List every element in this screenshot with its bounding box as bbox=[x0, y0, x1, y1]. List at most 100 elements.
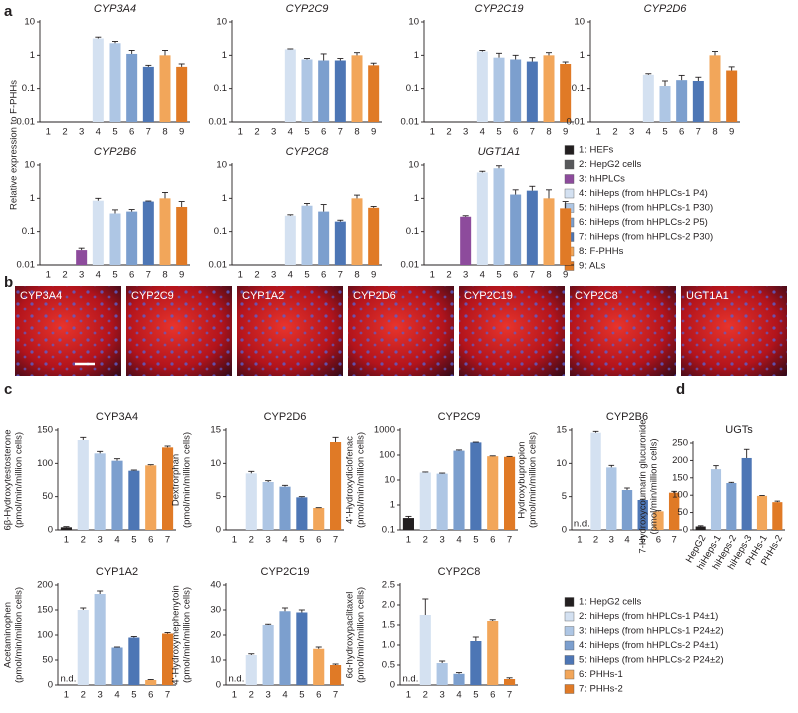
error-bar bbox=[63, 526, 70, 528]
bar bbox=[128, 470, 140, 530]
y-tick-label: 0 bbox=[48, 525, 53, 536]
x-tick-label: 2 bbox=[62, 270, 67, 281]
y-tick-label: 0.1 bbox=[22, 226, 35, 237]
error-bar bbox=[562, 61, 569, 64]
bar bbox=[94, 453, 106, 530]
error-bar bbox=[337, 219, 344, 222]
x-tick-label: 3 bbox=[271, 270, 276, 281]
y-tick-label: 1.5 bbox=[382, 620, 395, 631]
bar bbox=[318, 211, 330, 265]
legend-swatch bbox=[564, 669, 575, 680]
x-tick-label: 3 bbox=[609, 535, 614, 546]
y-tick-label: 0.1 bbox=[22, 83, 35, 94]
bar bbox=[77, 440, 89, 530]
x-tick-label: 6 bbox=[316, 535, 321, 546]
x-tick-label: 4 bbox=[96, 270, 101, 281]
bar bbox=[368, 207, 380, 265]
bar bbox=[606, 467, 617, 530]
y-axis-label: 6β-Hydroxytestosterone bbox=[3, 429, 14, 530]
y-tick-label: 1 bbox=[414, 193, 419, 204]
x-tick-label: 3 bbox=[439, 535, 444, 546]
bar bbox=[741, 457, 752, 530]
x-tick-label: 1 bbox=[596, 127, 601, 138]
bar bbox=[301, 59, 313, 122]
error-bar bbox=[697, 525, 704, 527]
bar bbox=[419, 472, 431, 530]
error-bar bbox=[147, 464, 154, 466]
chart-title: CYP2C9 bbox=[438, 411, 481, 423]
error-bar bbox=[128, 50, 135, 54]
x-tick-label: 2 bbox=[249, 535, 254, 546]
x-tick-label: 8 bbox=[162, 270, 167, 281]
y-tick-label: 10 bbox=[556, 458, 567, 469]
x-tick-label: 4 bbox=[282, 690, 287, 701]
bar bbox=[668, 492, 680, 530]
bar bbox=[526, 61, 538, 122]
micrograph-nuclei bbox=[348, 286, 454, 376]
error-bar bbox=[608, 464, 615, 468]
legend-label: 5: hiHeps (from hHPLCs-2 P24±2) bbox=[579, 655, 724, 666]
y-tick-label: 100 bbox=[379, 450, 395, 461]
error-bar bbox=[529, 57, 536, 62]
panel-label: d bbox=[676, 381, 685, 398]
chart-title: CYP1A2 bbox=[96, 566, 138, 578]
bar bbox=[162, 633, 174, 685]
error-bar bbox=[95, 197, 102, 201]
legend-label: 7: hiHeps (from hHPLCs-2 P30) bbox=[579, 232, 713, 243]
x-tick-label: 6 bbox=[490, 690, 495, 701]
error-bar bbox=[337, 58, 344, 61]
x-tick-label: 2 bbox=[423, 690, 428, 701]
error-bar bbox=[130, 469, 137, 471]
y-tick-label: 0.1 bbox=[406, 83, 419, 94]
bar bbox=[642, 74, 654, 122]
bar bbox=[756, 495, 768, 530]
x-tick-label: 1 bbox=[232, 690, 237, 701]
x-tick-label: 7 bbox=[530, 127, 535, 138]
chart-title: CYP2C9 bbox=[286, 3, 329, 15]
image-label: CYP3A4 bbox=[20, 290, 62, 302]
error-bar bbox=[178, 201, 185, 207]
error-bar bbox=[439, 660, 446, 663]
y-tick-label: 10 bbox=[210, 458, 221, 469]
bar bbox=[296, 612, 308, 685]
x-tick-label: 7 bbox=[146, 270, 151, 281]
value-label: n.d. bbox=[228, 674, 244, 685]
x-tick-label: 4 bbox=[480, 127, 485, 138]
legend-swatch bbox=[564, 145, 575, 155]
error-bar bbox=[332, 663, 339, 665]
bar bbox=[526, 190, 538, 265]
y-axis-label: Acetaminophen bbox=[3, 602, 14, 668]
error-bar bbox=[354, 194, 360, 199]
y-tick-label: 40 bbox=[210, 580, 221, 591]
error-bar bbox=[113, 646, 121, 648]
x-tick-label: 8 bbox=[546, 127, 551, 138]
legend-label: 6: PHHs-1 bbox=[579, 669, 623, 680]
legend-label: 3: hHPLCs bbox=[579, 174, 625, 185]
bar bbox=[94, 594, 106, 685]
error-bar bbox=[370, 62, 377, 66]
y-tick-label: 0 bbox=[48, 680, 53, 691]
x-tick-label: 1 bbox=[238, 270, 243, 281]
panel-label: c bbox=[4, 381, 12, 398]
error-bar bbox=[743, 448, 750, 458]
y-tick-label: 5 bbox=[562, 491, 567, 502]
error-bar bbox=[112, 41, 118, 44]
x-tick-label: 5 bbox=[304, 270, 309, 281]
legend-swatch bbox=[564, 611, 575, 622]
x-tick-label: 9 bbox=[729, 127, 734, 138]
x-tick-label: 3 bbox=[439, 690, 444, 701]
error-bar bbox=[162, 192, 168, 199]
legend-swatch bbox=[564, 188, 575, 199]
error-bar bbox=[774, 500, 781, 503]
error-bar bbox=[422, 598, 429, 615]
legend-label: 8: F-PHHs bbox=[579, 246, 624, 257]
y-tick-label: 50 bbox=[42, 655, 53, 666]
x-tick-label: 2 bbox=[254, 127, 259, 138]
chart-title: UGT1A1 bbox=[478, 146, 521, 158]
bar bbox=[436, 663, 448, 685]
error-bar bbox=[678, 74, 685, 81]
y-tick-label: 0.01 bbox=[401, 117, 420, 128]
error-bar bbox=[145, 64, 152, 67]
error-bar bbox=[562, 201, 569, 209]
error-bar bbox=[304, 203, 310, 206]
